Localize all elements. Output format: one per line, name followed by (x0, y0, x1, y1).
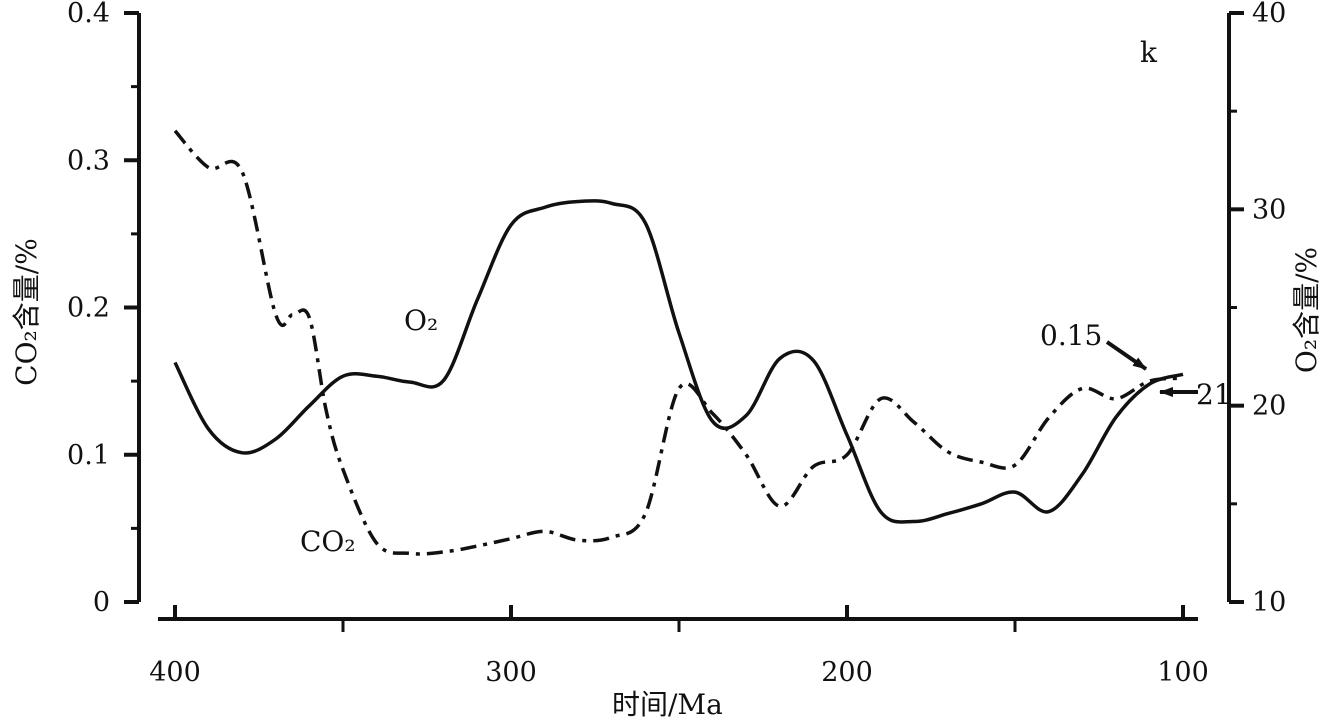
left-tick-label: 0.4 (67, 0, 110, 29)
annotation-o2-value: 21 (1196, 378, 1232, 411)
x-tick-label: 300 (485, 657, 537, 688)
series-label-o2: O₂ (404, 304, 438, 337)
series-layer (173, 129, 1184, 556)
series-line-co2 (173, 129, 1184, 556)
left-y-ticks: 0 0.1 0.2 0.3 0.4 (67, 0, 139, 618)
x-ticks: 400 300 200 100 (149, 605, 1209, 688)
left-tick-label: 0 (93, 587, 110, 618)
left-axis-title: CO₂含量/% (10, 238, 43, 386)
x-tick-label: 100 (1157, 657, 1209, 688)
right-tick-label: 40 (1252, 0, 1286, 29)
left-tick-label: 0.1 (67, 440, 110, 471)
series-label-co2: CO₂ (300, 525, 356, 558)
right-tick-label: 30 (1252, 194, 1286, 225)
x-tick-label: 200 (821, 657, 873, 688)
left-tick-label: 0.2 (67, 293, 110, 324)
right-tick-label: 20 (1252, 391, 1286, 422)
left-tick-label: 0.3 (67, 145, 110, 176)
right-y-ticks: 10 20 30 40 (1229, 0, 1286, 618)
right-tick-label: 10 (1252, 587, 1286, 618)
annotation-co2-arrow (1105, 340, 1148, 371)
right-axis-title: O₂含量/% (1290, 247, 1323, 373)
x-tick-label: 400 (149, 657, 201, 688)
series-line-o2 (173, 199, 1184, 524)
x-axis-title: 时间/Ma (612, 688, 723, 720)
annotation-co2-value: 0.15 (1040, 319, 1102, 352)
panel-label: k (1140, 36, 1158, 69)
